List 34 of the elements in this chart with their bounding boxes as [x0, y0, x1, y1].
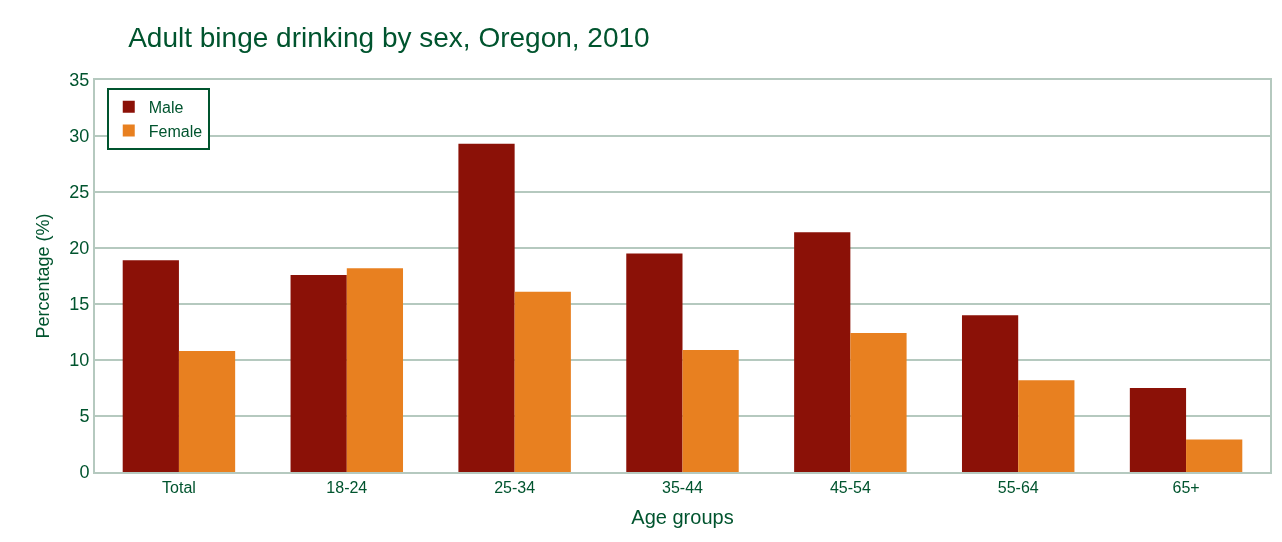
x-tick-label: 45-54	[829, 479, 871, 497]
bar	[346, 268, 404, 472]
y-tick-label: 25	[69, 182, 90, 203]
x-axis-title: Age groups	[631, 506, 734, 529]
bar	[961, 315, 1019, 472]
y-tick-label: 30	[69, 126, 90, 147]
x-tick-label: 35-44	[662, 479, 704, 497]
bar	[458, 143, 515, 472]
bar	[850, 333, 907, 472]
bar	[626, 253, 683, 472]
y-tick-label: 35	[69, 70, 90, 91]
bar	[682, 349, 739, 472]
bar	[178, 351, 236, 472]
bar	[1129, 388, 1187, 472]
x-tick-label: 25-34	[494, 479, 536, 497]
y-tick-label: 5	[79, 406, 90, 427]
legend-label: Male	[148, 98, 184, 116]
x-tick-label: Total	[162, 479, 196, 497]
bar	[290, 274, 347, 472]
chart-title: Adult binge drinking by sex, Oregon, 2010	[128, 21, 650, 53]
y-tick-label: 0	[79, 462, 90, 483]
y-tick-label: 10	[69, 350, 90, 371]
y-axis-title: Percentage (%)	[33, 213, 54, 339]
bar	[514, 291, 571, 472]
bar	[1018, 380, 1075, 472]
bar	[122, 260, 179, 472]
y-tick-label: 20	[69, 238, 90, 259]
y-tick-label: 15	[69, 294, 90, 315]
bar	[1186, 439, 1243, 472]
x-tick-label: 65+	[1172, 479, 1200, 497]
x-tick-label: 18-24	[326, 479, 368, 497]
bar	[794, 232, 851, 472]
legend-label: Female	[148, 122, 203, 140]
x-tick-label: 55-64	[997, 479, 1039, 497]
